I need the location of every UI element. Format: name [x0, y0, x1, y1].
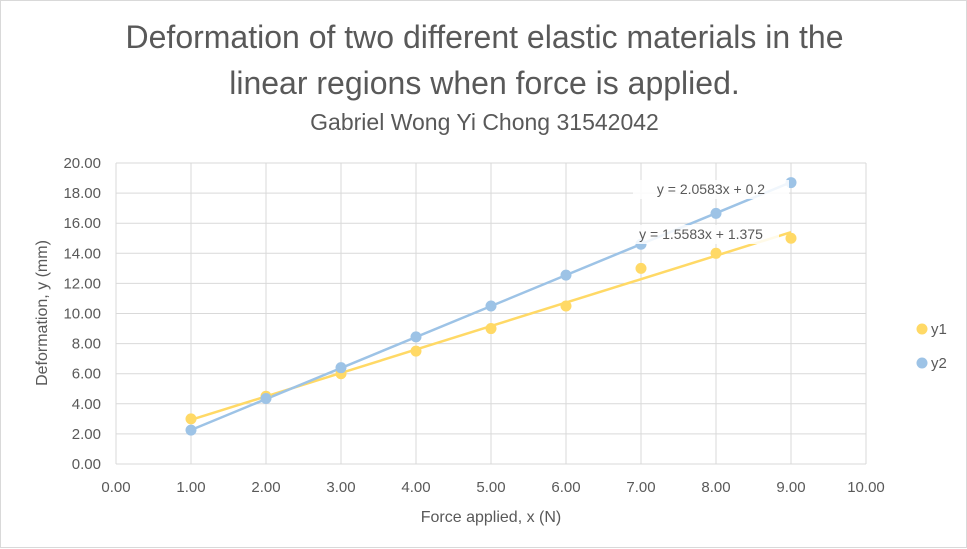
- trendline-equation-y2: y = 2.0583x + 0.2: [657, 181, 765, 197]
- y-tick-label: 0.00: [72, 456, 101, 473]
- y-tick-label: 16.00: [63, 215, 101, 232]
- legend-marker-y2: [916, 357, 928, 369]
- data-point-y2: [710, 207, 722, 219]
- data-point-y2: [260, 393, 272, 405]
- trendline-label-bg: [633, 180, 789, 199]
- data-point-y2: [560, 269, 572, 281]
- x-tick-label: 4.00: [401, 479, 430, 496]
- y-tick-label: 18.00: [63, 185, 101, 202]
- data-point-y1: [635, 262, 647, 274]
- data-point-y2: [410, 331, 422, 343]
- y-tick-label: 20.00: [63, 155, 101, 172]
- y-tick-label: 10.00: [63, 306, 101, 323]
- y-tick-label: 12.00: [63, 275, 101, 292]
- chart-subtitle: Gabriel Wong Yi Chong 31542042: [310, 109, 659, 135]
- x-tick-label: 5.00: [476, 479, 505, 496]
- data-point-y1: [185, 413, 197, 425]
- x-tick-label: 0.00: [101, 479, 130, 496]
- data-point-y1: [710, 247, 722, 259]
- trendline-label-bg: [623, 225, 779, 244]
- data-point-y2: [485, 300, 497, 312]
- y-tick-label: 6.00: [72, 366, 101, 383]
- x-tick-label: 1.00: [176, 479, 205, 496]
- data-point-y1: [410, 345, 422, 357]
- legend-label-y2: y2: [931, 355, 947, 372]
- y-tick-label: 2.00: [72, 426, 101, 443]
- y-tick-label: 14.00: [63, 245, 101, 262]
- y-tick-label: 8.00: [72, 336, 101, 353]
- y-axis-label: Deformation, y (mm): [34, 240, 51, 386]
- trendline-equation-y1: y = 1.5583x + 1.375: [639, 226, 763, 242]
- y-tick-label: 4.00: [72, 396, 101, 413]
- x-tick-label: 10.00: [847, 479, 885, 496]
- data-point-y2: [335, 362, 347, 374]
- data-point-y1: [485, 323, 497, 335]
- x-tick-label: 9.00: [776, 479, 805, 496]
- legend-label-y1: y1: [931, 321, 947, 338]
- x-axis-label: Force applied, x (N): [421, 509, 562, 526]
- x-tick-label: 6.00: [551, 479, 580, 496]
- x-tick-label: 3.00: [326, 479, 355, 496]
- data-point-y2: [185, 424, 197, 436]
- x-tick-label: 2.00: [251, 479, 280, 496]
- data-point-y1: [785, 232, 797, 244]
- data-point-y1: [560, 300, 572, 312]
- chart-title-line-2: linear regions when force is applied.: [229, 65, 740, 101]
- legend-marker-y1: [916, 323, 928, 335]
- chart-title-line-1: Deformation of two different elastic mat…: [125, 19, 844, 55]
- x-tick-label: 8.00: [701, 479, 730, 496]
- x-tick-label: 7.00: [626, 479, 655, 496]
